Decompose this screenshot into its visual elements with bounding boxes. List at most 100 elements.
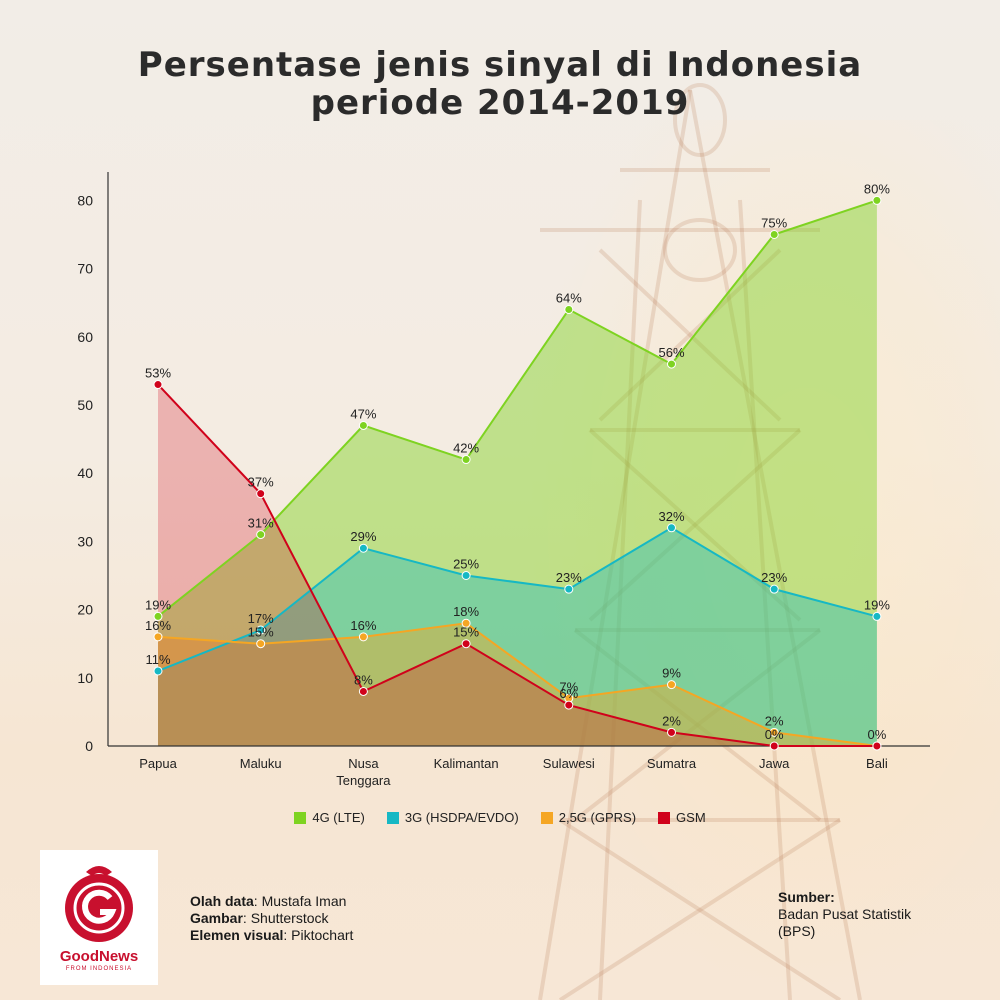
x-tick-label: Bali: [866, 756, 888, 771]
point-series-0: [358, 420, 368, 430]
credit-elemen-visual: Elemen visual: Piktochart: [190, 927, 354, 943]
legend-item: 4G (LTE): [294, 810, 365, 825]
data-label: 0%: [868, 727, 887, 742]
series-areas: [158, 200, 877, 746]
point-series-2: [667, 680, 676, 690]
point-series-2: [769, 727, 779, 737]
goodnews-logo-mark: [65, 866, 133, 942]
data-label: 7%: [559, 679, 578, 694]
point-series-1: [256, 625, 266, 635]
y-tick-label: 0: [85, 738, 93, 754]
point-series-1: [153, 666, 163, 676]
logo-subtitle: FROM INDONESIA: [65, 966, 133, 972]
data-label: 6%: [559, 686, 578, 701]
legend-swatch: [386, 811, 399, 824]
point-series-3: [667, 727, 676, 737]
y-tick-label: 70: [77, 261, 93, 277]
source-line1: Badan Pusat Statistik: [778, 906, 912, 922]
data-label: 25%: [453, 557, 479, 572]
area-0: [158, 200, 877, 746]
data-label: 0%: [765, 727, 784, 742]
legend-label: GSM: [676, 810, 706, 825]
data-label: 32%: [658, 509, 684, 524]
area-3: [158, 384, 877, 746]
data-label: 19%: [145, 597, 171, 612]
data-label: 31%: [248, 516, 274, 531]
point-series-1: [358, 543, 368, 553]
point-series-1: [872, 611, 882, 621]
point-series-1: [461, 571, 471, 580]
line-series-1: [157, 526, 878, 672]
data-label: 56%: [658, 345, 684, 360]
y-tick-label: 80: [77, 192, 93, 208]
point-series-2: [153, 632, 163, 642]
data-label: 2%: [765, 713, 784, 728]
y-tick-label: 20: [77, 602, 93, 618]
y-tick-label: 50: [77, 397, 93, 413]
background-glow: [520, 120, 1000, 1000]
data-label: 19%: [864, 597, 890, 612]
chart-title-line1: Persentase jenis sinyal di Indonesia: [137, 45, 863, 85]
data-label: 16%: [350, 618, 376, 633]
line-series-2: [157, 622, 878, 747]
x-tick-label: Kalimantan: [434, 756, 499, 771]
series-points: [153, 195, 882, 751]
point-series-2: [358, 632, 368, 642]
point-series-1: [564, 584, 574, 594]
data-label: 18%: [453, 604, 479, 619]
legend: 4G (LTE) 3G (HSDPA/EVDO) 2,5G (GPRS) GSM: [0, 810, 1000, 825]
data-label: 11%: [145, 652, 170, 667]
point-series-2: [461, 618, 471, 628]
credit-olah-data: Olah data: Mustafa Iman: [190, 893, 347, 909]
point-series-3: [872, 741, 882, 751]
data-labels: 19% 31% 47% 42% 64% 56% 75% 80% 11% 17% 29% 25% 23% 3…: [145, 181, 890, 742]
data-label: 64%: [556, 291, 582, 306]
source: Sumber: Badan Pusat Statistik (BPS): [778, 889, 911, 940]
legend-item: 2,5G (GPRS): [540, 810, 637, 825]
x-tick-label: Sumatra: [647, 756, 697, 771]
x-tick-label: Maluku: [240, 756, 282, 771]
data-label: 2%: [662, 713, 681, 728]
data-label: 9%: [662, 666, 681, 681]
legend-swatch: [658, 811, 671, 824]
point-series-1: [769, 584, 779, 594]
credit-gambar: Gambar: Shutterstock: [190, 910, 329, 926]
y-tick-label: 30: [77, 533, 93, 549]
data-label: 37%: [248, 475, 274, 490]
data-label: 75%: [761, 216, 787, 231]
point-series-3: [461, 639, 471, 649]
point-series-0: [769, 230, 779, 239]
data-label: 17%: [248, 611, 274, 626]
x-tick-label: Jawa: [759, 756, 790, 771]
legend-label: 2,5G (GPRS): [558, 810, 637, 825]
area-1: [158, 527, 877, 746]
point-series-0: [461, 455, 471, 465]
legend-label: 4G (LTE): [312, 810, 365, 825]
point-series-3: [153, 380, 163, 390]
data-label: 53%: [145, 366, 171, 381]
point-series-2: [256, 639, 266, 649]
line-series-0: [157, 199, 878, 618]
legend-swatch: [294, 811, 307, 824]
data-label: 16%: [145, 618, 171, 633]
chart-title-line2: periode 2014-2019: [310, 83, 690, 123]
data-label: 80%: [864, 181, 890, 196]
point-series-0: [256, 530, 266, 540]
point-series-3: [564, 700, 574, 710]
point-series-0: [667, 359, 676, 369]
legend-label: 3G (HSDPA/EVDO): [404, 810, 519, 825]
point-series-0: [153, 611, 163, 621]
goodnews-logo: GoodNews FROM INDONESIA: [40, 850, 158, 985]
x-tick-label: Nusa: [348, 756, 379, 771]
y-tick-label: 10: [77, 670, 93, 686]
y-tick-label: 40: [77, 465, 93, 481]
x-tick-label: Tenggara: [336, 773, 391, 788]
logo-name: GoodNews: [59, 948, 139, 965]
data-label: 15%: [248, 625, 274, 640]
data-label: 8%: [354, 672, 373, 687]
line-series-3: [157, 383, 877, 747]
point-series-3: [256, 489, 266, 499]
chart-title: Persentase jenis sinyal di Indonesia per…: [0, 46, 1000, 122]
